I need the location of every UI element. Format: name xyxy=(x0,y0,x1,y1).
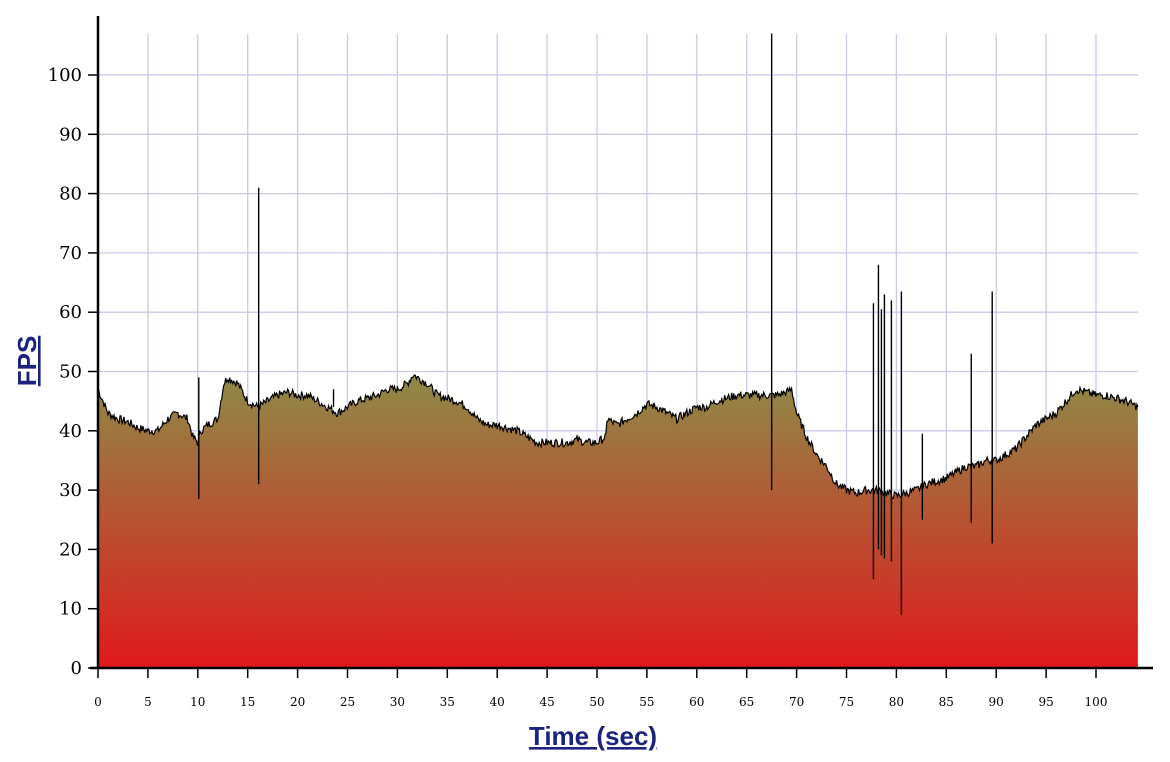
x-tick-label: 5 xyxy=(144,695,152,709)
y-tick-label: 30 xyxy=(59,480,82,501)
y-tick-label: 50 xyxy=(59,362,82,383)
x-tick-label: 20 xyxy=(290,695,305,709)
x-tick-label: 10 xyxy=(190,695,205,709)
y-tick-label: 60 xyxy=(59,302,82,323)
y-tick-label: 80 xyxy=(59,184,82,205)
x-axis-ticks: 0 5 10 15 20 25 30 35 40 45 50 55 60 65 70 75 80 85 90 95 10… xyxy=(94,668,1107,709)
x-tick-label: 85 xyxy=(939,695,954,709)
x-tick-label: 30 xyxy=(390,695,405,709)
x-tick-label: 70 xyxy=(789,695,804,709)
x-tick-label: 35 xyxy=(440,695,455,709)
x-tick-label: 25 xyxy=(340,695,355,709)
x-tick-label: 60 xyxy=(689,695,704,709)
x-tick-label: 95 xyxy=(1038,695,1053,709)
x-tick-label: 15 xyxy=(240,695,255,709)
x-tick-label: 40 xyxy=(490,695,505,709)
fps-spikes xyxy=(198,33,993,615)
fps-area-fill xyxy=(98,375,1138,668)
x-tick-label: 55 xyxy=(639,695,654,709)
y-axis-title: FPS xyxy=(12,336,42,387)
y-tick-label: 90 xyxy=(59,124,82,145)
y-tick-label: 10 xyxy=(59,599,82,620)
y-tick-label: 40 xyxy=(59,421,82,442)
y-axis-ticks: 0 10 20 30 40 50 60 70 80 90 100 xyxy=(48,65,98,679)
y-tick-label: 70 xyxy=(59,243,82,264)
y-tick-label: 0 xyxy=(71,658,82,679)
y-tick-label: 100 xyxy=(48,65,82,86)
x-tick-label: 90 xyxy=(989,695,1004,709)
x-tick-label: 75 xyxy=(839,695,854,709)
x-tick-label: 100 xyxy=(1085,695,1108,709)
x-tick-label: 0 xyxy=(94,695,102,709)
x-tick-label: 45 xyxy=(539,695,554,709)
fps-line xyxy=(97,374,1139,499)
x-tick-label: 80 xyxy=(889,695,904,709)
x-tick-label: 50 xyxy=(589,695,604,709)
x-tick-label: 65 xyxy=(739,695,754,709)
y-tick-label: 20 xyxy=(59,539,82,560)
x-axis-title: Time (sec) xyxy=(529,721,657,751)
